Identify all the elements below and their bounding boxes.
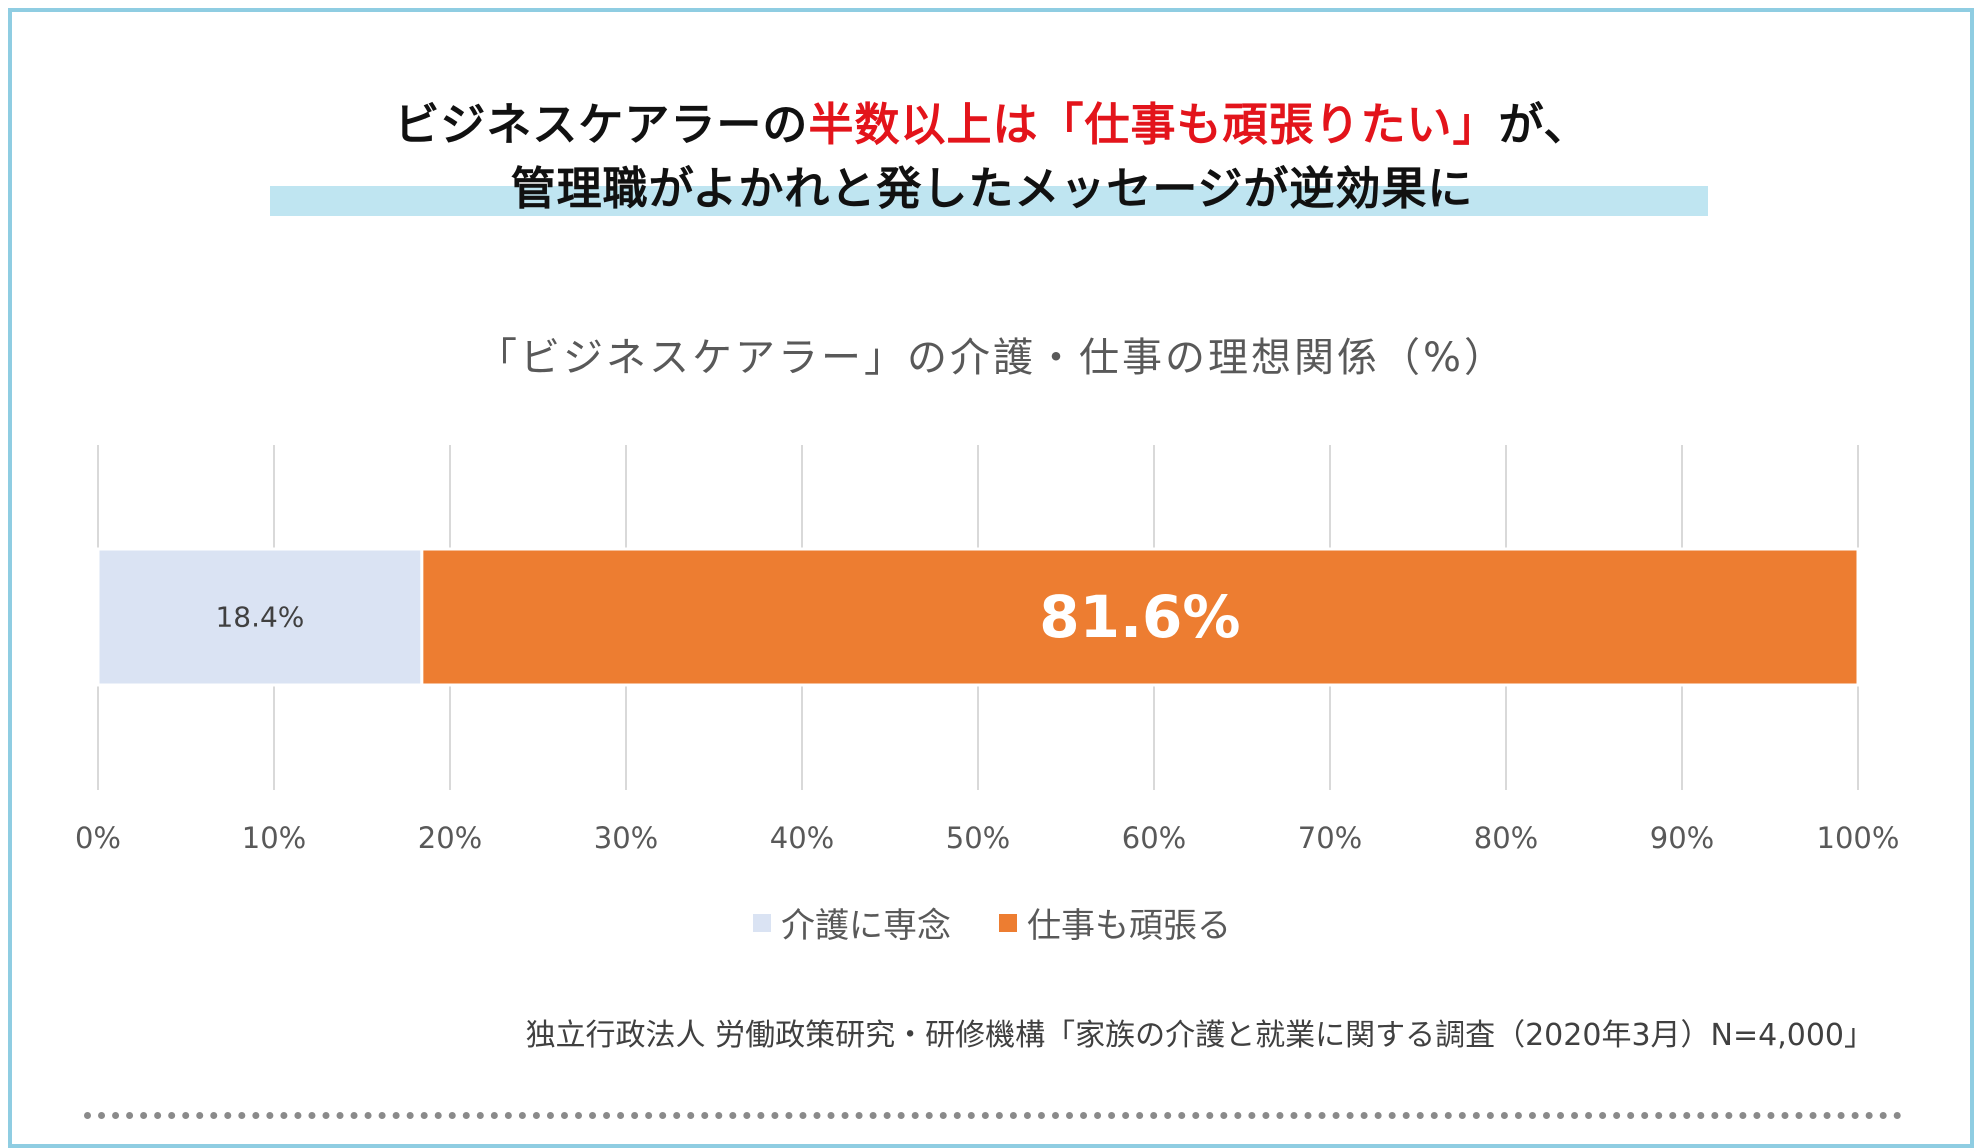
x-tick-label-10: 10%: [242, 821, 306, 855]
legend-item-care: 介護に専念: [753, 898, 951, 947]
headline-line-1: ビジネスケアラーの半数以上は「仕事も頑張りたい」が、: [0, 88, 1984, 153]
legend-swatch-work: [999, 913, 1017, 932]
x-tick-label-0: 0%: [75, 821, 121, 855]
x-tick-label-50: 50%: [946, 821, 1010, 855]
chart-title: 「ビジネスケアラー」の介護・仕事の理想関係（%）: [476, 335, 1507, 381]
x-tick-label-70: 70%: [1298, 821, 1362, 855]
legend-label-work: 仕事も頑張る: [1027, 906, 1231, 946]
data-label-care: 18.4%: [215, 601, 304, 634]
legend-item-work: 仕事も頑張る: [999, 898, 1231, 947]
legend-label-care: 介護に専念: [781, 906, 951, 946]
headline-underline: [270, 186, 1708, 216]
x-tick-label-90: 90%: [1650, 821, 1714, 855]
headline-text-b: が、: [1498, 98, 1590, 151]
x-tick-label-40: 40%: [770, 821, 834, 855]
chart-legend: 介護に専念 仕事も頑張る: [0, 898, 1984, 947]
dotted-divider: [84, 1112, 1902, 1119]
headline-line-2: 管理職がよかれと発したメッセージが逆効果に: [510, 162, 1474, 215]
headline-highlight: 半数以上は「仕事も頑張りたい」: [808, 98, 1499, 151]
headline-text-a: ビジネスケアラーの: [394, 98, 809, 151]
bar-segment-work: [420, 547, 1860, 687]
x-tick-label-80: 80%: [1474, 821, 1538, 855]
x-tick-label-20: 20%: [418, 821, 482, 855]
legend-swatch-care: [753, 913, 771, 932]
stacked-bar-chart: 18.4% 81.6% 0% 10% 20% 30% 40% 50% 60% 70% 80% 90% 1…: [75, 445, 1900, 855]
source-note: 独立行政法人 労働政策研究・研修機構「家族の介護と就業に関する調査（2020年3…: [525, 1018, 1874, 1053]
x-tick-label-30: 30%: [594, 821, 658, 855]
x-tick-label-100: 100%: [1817, 821, 1900, 855]
bar-segment-care: [96, 547, 424, 687]
data-label-work: 81.6%: [1039, 583, 1240, 651]
x-tick-label-60: 60%: [1122, 821, 1186, 855]
